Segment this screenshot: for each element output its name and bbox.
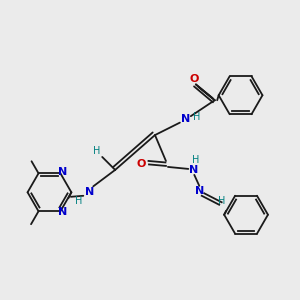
Text: N: N xyxy=(58,207,67,217)
Text: H: H xyxy=(218,196,226,206)
Text: H: H xyxy=(193,112,200,122)
Text: O: O xyxy=(189,74,199,84)
Text: N: N xyxy=(189,165,198,175)
Text: O: O xyxy=(136,159,146,169)
Text: H: H xyxy=(93,146,100,156)
Text: N: N xyxy=(181,114,190,124)
Text: N: N xyxy=(85,187,94,197)
Text: H: H xyxy=(75,196,82,206)
Text: N: N xyxy=(195,186,204,196)
Text: N: N xyxy=(58,167,67,177)
Text: H: H xyxy=(192,155,199,165)
